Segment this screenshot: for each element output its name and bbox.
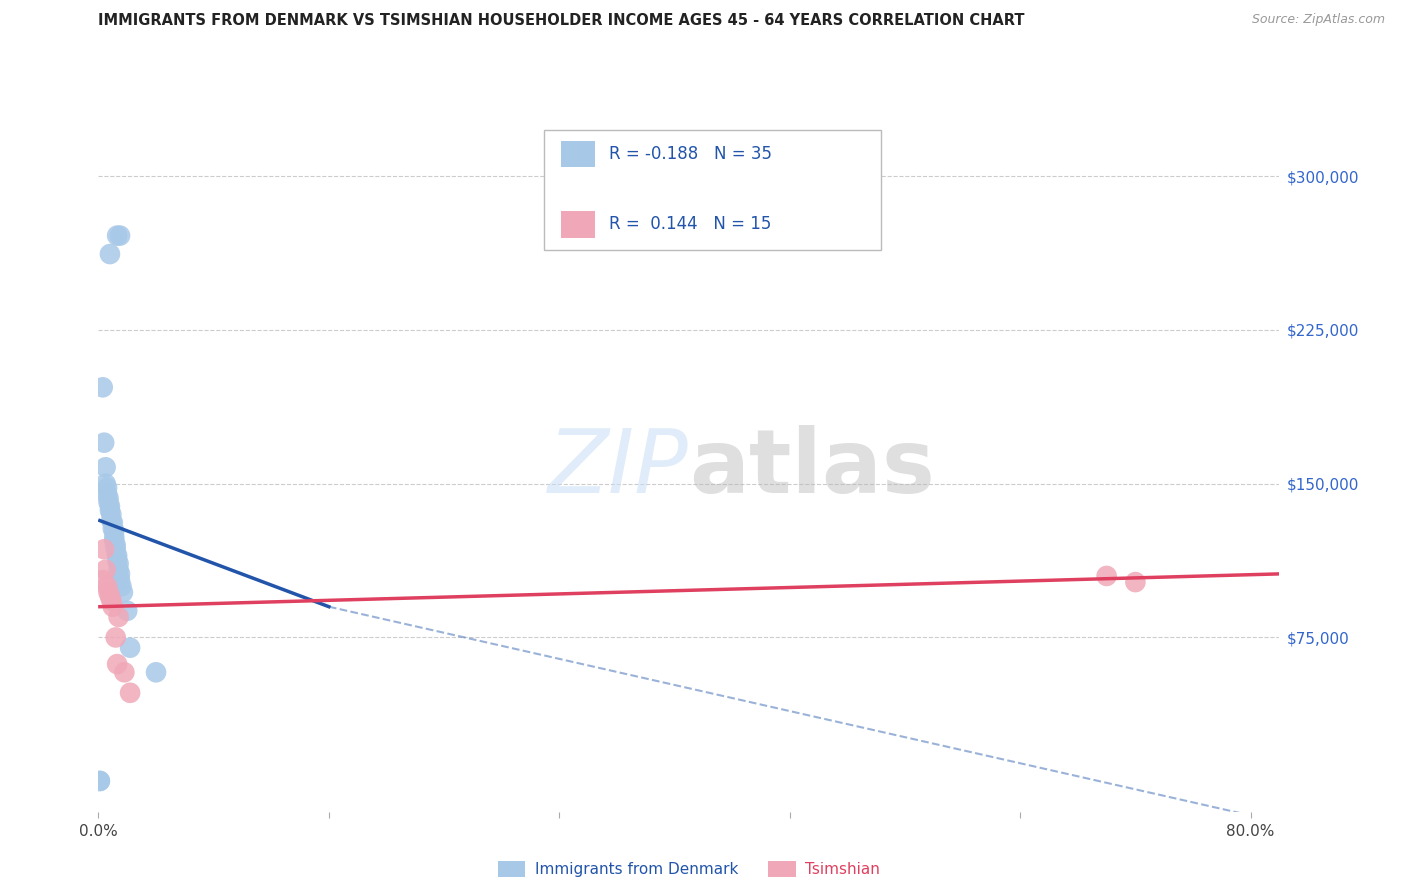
Point [94,476,117,491]
Text: R = -0.188   N = 35: R = -0.188 N = 35 [609,145,772,163]
Point [103,524,125,538]
Point [94,460,117,475]
Point [108,566,131,581]
Point [105,657,128,672]
Text: ZIP: ZIP [548,425,689,511]
Point [89,774,111,789]
Point [103,530,125,544]
Point [101,516,124,530]
Text: atlas: atlas [689,425,935,512]
Point [105,228,128,243]
Point [94,563,117,577]
Point [91,380,114,394]
Point [145,665,167,680]
Point [1125,575,1147,590]
Point [108,228,131,243]
Point [120,686,142,700]
Point [120,640,142,655]
Point [108,573,131,587]
Point [98,500,121,514]
Point [101,599,124,614]
Point [104,542,127,557]
Text: IMMIGRANTS FROM DENMARK VS TSIMSHIAN HOUSEHOLDER INCOME AGES 45 - 64 YEARS CORRE: IMMIGRANTS FROM DENMARK VS TSIMSHIAN HOU… [98,13,1025,29]
Point [107,557,129,571]
Point [97,495,120,509]
Text: Source: ZipAtlas.com: Source: ZipAtlas.com [1251,13,1385,27]
Point [98,590,121,604]
Point [93,435,115,450]
Point [97,585,120,599]
Point [98,247,121,261]
Point [96,579,118,593]
Point [96,481,118,495]
Point [100,593,122,607]
Point [96,487,118,501]
Point [1095,569,1118,583]
Point [105,549,128,563]
Point [103,534,125,549]
Legend: Immigrants from Denmark, Tsimshian: Immigrants from Denmark, Tsimshian [492,855,886,883]
Point [104,631,127,645]
Point [98,503,121,517]
Point [115,604,138,618]
Point [112,665,135,680]
Point [111,585,134,599]
Point [93,542,115,557]
Text: R =  0.144   N = 15: R = 0.144 N = 15 [609,216,772,234]
Point [107,563,129,577]
Point [107,610,129,624]
Point [110,579,132,593]
Point [105,552,128,566]
Point [97,491,120,505]
Point [104,538,127,552]
Point [101,522,124,536]
Point [100,508,122,522]
Point [91,573,114,587]
Point [100,514,122,528]
Point [89,774,111,789]
